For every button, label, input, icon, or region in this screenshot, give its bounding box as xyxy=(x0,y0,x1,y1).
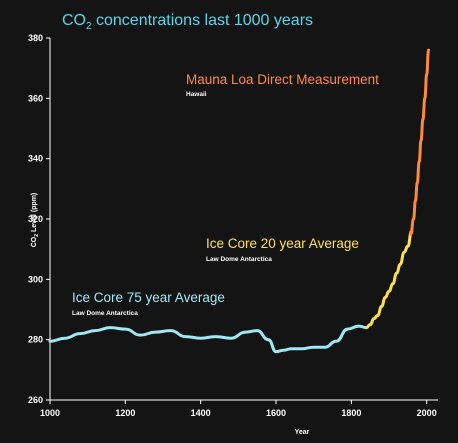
axes xyxy=(49,38,438,401)
x-tick-label: 1400 xyxy=(191,408,211,418)
y-axis-label: CO2 Level (ppm) xyxy=(31,193,40,248)
annotation-ice-core-75: Ice Core 75 year Average xyxy=(72,290,225,305)
y-tick-label: 320 xyxy=(28,214,43,224)
y-tick-label: 340 xyxy=(28,154,43,164)
annotations: Mauna Loa Direct Measurement Hawaii Ice … xyxy=(72,72,379,317)
x-tick-label: 1000 xyxy=(40,408,60,418)
x-ticks: 1000 1200 1400 1600 1800 2000 xyxy=(40,400,437,418)
y-axis-label-rest: Level (ppm) xyxy=(31,193,38,234)
annotation-ice-core-75-sub: Law Dome Antarctica xyxy=(72,310,138,317)
y-tick-label: 300 xyxy=(28,274,43,284)
annotation-ice-core-20-sub: Law Dome Antarctica xyxy=(206,256,272,263)
y-tick-label: 280 xyxy=(28,335,43,345)
y-axis-label-subscript: 2 xyxy=(34,234,40,237)
x-axis-label: Year xyxy=(295,429,310,436)
series-line-ice-core-75 xyxy=(48,324,368,354)
y-tick-label: 380 xyxy=(28,33,43,43)
chart-title-main: CO xyxy=(62,12,86,29)
annotation-mauna-loa-sub: Hawaii xyxy=(186,91,207,98)
annotation-mauna-loa: Mauna Loa Direct Measurement xyxy=(186,72,379,87)
x-tick-label: 1600 xyxy=(266,408,286,418)
x-tick-label: 1200 xyxy=(115,408,135,418)
series-lines xyxy=(48,48,431,354)
series-line-ice-core-20 xyxy=(364,229,414,330)
chart-title-subscript: 2 xyxy=(86,21,92,32)
series-line-mauna-loa xyxy=(409,48,431,236)
y-axis-label-main: CO xyxy=(31,236,38,247)
chart-title-rest: concentrations last 1000 years xyxy=(92,12,313,29)
x-tick-label: 1800 xyxy=(341,408,361,418)
chart-title: CO2 concentrations last 1000 years xyxy=(62,12,313,32)
y-tick-label: 260 xyxy=(28,395,43,405)
annotation-ice-core-20: Ice Core 20 year Average xyxy=(206,236,359,251)
y-tick-label: 360 xyxy=(28,93,43,103)
x-tick-label: 2000 xyxy=(417,408,437,418)
y-ticks: 260 280 300 320 340 360 380 xyxy=(28,33,50,405)
